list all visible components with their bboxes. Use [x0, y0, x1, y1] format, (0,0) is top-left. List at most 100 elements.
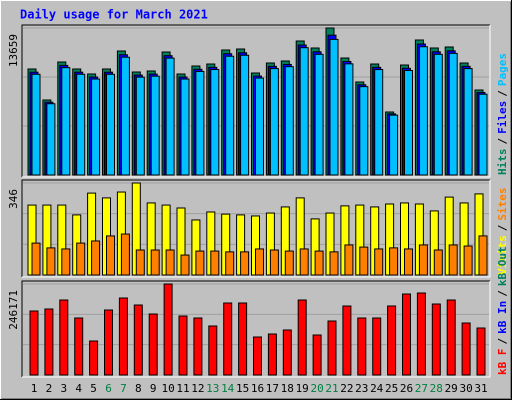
bar	[106, 235, 115, 276]
bar	[240, 54, 250, 176]
bar	[299, 248, 309, 276]
x-tick-label: 3	[60, 382, 67, 395]
bar	[404, 69, 413, 176]
bar	[133, 304, 143, 376]
bar	[404, 248, 413, 276]
panel-edge-dark	[21, 24, 490, 177]
bar	[463, 245, 473, 276]
x-tick-label: 12	[191, 382, 204, 395]
bar	[359, 86, 369, 176]
legend-separator: /	[496, 338, 509, 345]
x-tick-label: 26	[400, 382, 413, 395]
bar	[299, 47, 309, 176]
panel-edge-light	[22, 25, 491, 178]
bar	[253, 336, 262, 376]
x-tick-label: 15	[236, 382, 249, 395]
bar	[374, 69, 384, 176]
bar	[344, 63, 354, 176]
bar	[327, 320, 337, 376]
bar	[431, 303, 441, 376]
bar	[461, 322, 471, 376]
x-tick-label: 19	[296, 382, 309, 395]
bar	[61, 67, 71, 176]
bar	[195, 70, 205, 176]
bar	[91, 240, 101, 276]
bar	[29, 310, 39, 376]
bar	[61, 248, 71, 276]
bar	[418, 244, 428, 276]
bar	[329, 251, 339, 276]
bar	[135, 76, 145, 176]
bar	[225, 55, 235, 176]
legend: Hits / Files / Pages	[496, 53, 509, 175]
panel-edge-light	[22, 180, 491, 278]
bar	[46, 247, 56, 276]
bar	[269, 249, 279, 276]
bar	[418, 46, 428, 176]
legend-entry: kB F	[496, 349, 509, 376]
bar	[342, 305, 352, 376]
bar	[238, 302, 248, 376]
x-tick-label: 29	[445, 382, 458, 395]
legend-entry: kB In	[496, 301, 509, 334]
bar	[120, 233, 130, 276]
bar	[389, 247, 399, 276]
bar	[372, 317, 382, 376]
bar	[44, 308, 54, 376]
bar	[269, 68, 279, 176]
bar	[180, 78, 190, 176]
legend-entry: Pages	[496, 53, 509, 86]
bar	[448, 52, 458, 176]
bar	[284, 250, 294, 276]
bar	[74, 317, 84, 376]
bar	[344, 244, 354, 276]
bar	[208, 325, 218, 376]
panel-edge-dark	[21, 280, 490, 377]
bar	[329, 38, 339, 176]
bar	[210, 250, 220, 276]
x-tick-label: 17	[266, 382, 279, 395]
bar	[91, 78, 101, 176]
bar	[76, 73, 86, 176]
x-tick-label: 31	[474, 382, 487, 395]
bar	[31, 242, 41, 276]
bar	[374, 248, 384, 276]
bar	[150, 75, 160, 176]
bar	[89, 340, 99, 376]
bar	[359, 246, 369, 276]
x-tick-label: 8	[135, 382, 142, 395]
bar	[120, 56, 130, 176]
legend: Visits / Sites	[496, 188, 509, 276]
x-tick-label: 10	[161, 382, 174, 395]
bar	[433, 249, 443, 276]
legend-separator: /	[496, 138, 509, 145]
bar	[416, 292, 426, 376]
bar	[297, 299, 307, 376]
y-tick-label: 246171	[7, 290, 20, 330]
x-tick-label: 9	[150, 382, 157, 395]
bar	[478, 235, 488, 276]
bar	[223, 302, 233, 376]
bar	[165, 249, 175, 276]
bar	[59, 299, 69, 376]
legend-entry: kB Out	[496, 246, 509, 286]
bar	[267, 333, 277, 376]
x-tick-label: 18	[281, 382, 294, 395]
bar	[448, 244, 458, 276]
legend-entry: Sites	[496, 188, 509, 221]
legend-separator: /	[496, 90, 509, 97]
bar	[314, 53, 324, 176]
panel-edge-dark	[21, 179, 490, 277]
x-tick-label: 1	[31, 382, 38, 395]
legend-entry: Hits	[496, 149, 509, 176]
x-tick-label: 16	[251, 382, 264, 395]
y-tick-label: 13659	[7, 34, 20, 67]
bar	[106, 73, 115, 176]
bar	[195, 250, 205, 276]
x-tick-label: 6	[105, 382, 112, 395]
bar	[476, 327, 486, 376]
x-tick-label: 28	[430, 382, 443, 395]
x-tick-label: 27	[415, 382, 428, 395]
legend-entry: Files	[496, 101, 509, 134]
